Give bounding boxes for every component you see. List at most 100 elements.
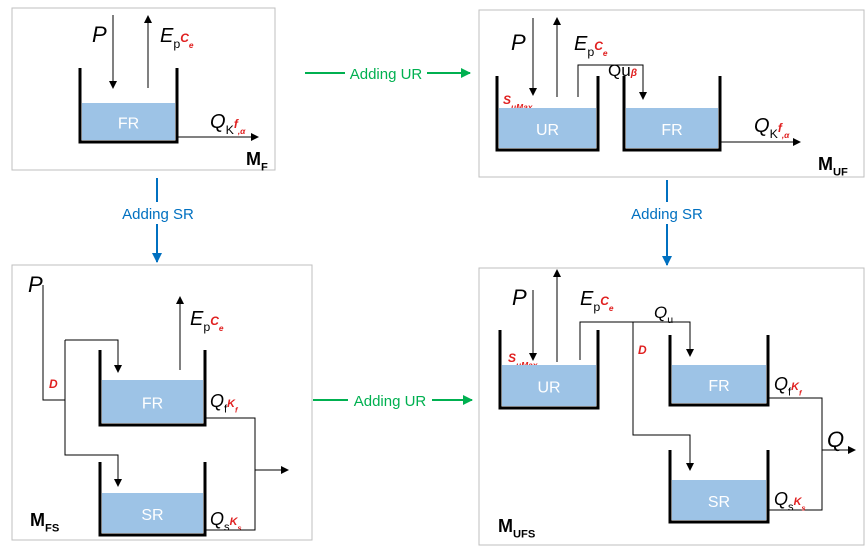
slow-flow-label-part: Q [210, 509, 224, 529]
evap-label-part: p [173, 37, 180, 51]
split-label-part: Qu [608, 61, 631, 80]
connector [579, 321, 694, 360]
model-label: MFS [30, 510, 59, 534]
connector [495, 76, 600, 152]
evap-label-part: E [160, 25, 174, 47]
transition-label: Adding UR [350, 66, 423, 83]
slow-flow-label-part: s [224, 521, 230, 533]
outflow-label-part: ,α [237, 126, 246, 136]
fast-flow-label-part: Q [774, 374, 788, 394]
panel-frame [478, 267, 865, 546]
slow-flow-label-part: K [230, 516, 239, 528]
precip-label-part: P [512, 285, 527, 310]
outflow-label-part: f [778, 121, 783, 135]
connector [622, 76, 722, 152]
label-bg [348, 389, 432, 411]
precip-label-part: P [28, 272, 43, 297]
model-label-part: M [246, 149, 261, 169]
evap-label-part: p [593, 300, 600, 314]
outflow-label-part: K [226, 123, 235, 137]
connector [577, 64, 647, 100]
evap-label-part: e [609, 303, 614, 313]
outflow-label-part: Q [210, 111, 226, 133]
store-label: UR [536, 122, 559, 139]
connector [768, 397, 823, 511]
evap-label-part: e [219, 323, 224, 333]
panel-frame [478, 9, 865, 178]
evap-label-part: E [574, 33, 588, 55]
outflow-label-part: Q [754, 115, 770, 137]
panel-frame [11, 7, 276, 171]
evap-label: EpCe [190, 308, 224, 334]
split-label-part: D [638, 343, 647, 357]
fast-flow-label-part: Q [210, 391, 224, 411]
connector [668, 450, 770, 524]
store-label: FR [708, 378, 729, 395]
connector [205, 417, 256, 470]
store-label: FR [661, 122, 682, 139]
transition-label: Adding SR [631, 206, 703, 223]
evap-label-part: E [580, 288, 594, 310]
panel-frame [11, 264, 313, 541]
model-label-part: UF [833, 166, 848, 178]
outflow-label: QKf,α [754, 115, 790, 141]
evap-label-part: p [587, 45, 594, 59]
evap-label-part: C [210, 314, 219, 328]
threshold-label: SuMax [503, 93, 533, 112]
precip-label-part: P [92, 22, 107, 47]
slow-flow-label-part: s [788, 501, 794, 513]
evap-label: EpCe [574, 33, 608, 59]
model-label-part: UFS [513, 528, 535, 540]
threshold-label-part: S [503, 93, 511, 107]
model-label: MUF [818, 154, 848, 178]
precip-label: P [92, 22, 107, 47]
slow-flow-label-part: s [801, 503, 805, 512]
split-label: D [49, 377, 58, 391]
connector [632, 322, 694, 471]
connector [42, 285, 65, 401]
slow-flow-label: QsKs [774, 489, 806, 513]
store-label: FR [118, 116, 139, 133]
fast-flow-label: QfKf [210, 391, 239, 415]
outflow-label-part: K [770, 127, 779, 141]
model-label-part: M [498, 516, 513, 536]
transition-label: Adding UR [354, 393, 427, 410]
fast-flow-label-part: f [799, 388, 803, 397]
fast-flow-label-part: K [791, 381, 800, 393]
unsat-flow-label: Qu [654, 303, 673, 326]
store-label: SR [708, 494, 730, 511]
precip-label-part: P [511, 30, 526, 55]
fast-flow-label-part: K [227, 398, 236, 410]
connector [64, 340, 122, 487]
slow-flow-label-part: K [794, 496, 803, 508]
connector [205, 466, 289, 531]
evap-label-part: e [189, 40, 194, 50]
connector [65, 339, 122, 373]
unsat-flow-label-part: Q [654, 303, 667, 322]
label-bg [345, 62, 427, 84]
fast-flow-label: QfKf [774, 374, 803, 398]
precip-label: P [512, 285, 527, 310]
outflow-label: Q [827, 427, 844, 452]
outflow-label-part: f [234, 117, 239, 131]
evap-label-part: e [603, 48, 608, 58]
slow-flow-label: QsKs [210, 509, 242, 533]
model-label-part: M [818, 154, 833, 174]
label-bg [630, 202, 704, 224]
model-label: MF [246, 149, 268, 173]
model-label: MUFS [498, 516, 535, 540]
split-label-part: D [49, 377, 58, 391]
split-label-part: β [630, 68, 637, 79]
evap-label-part: E [190, 308, 204, 330]
evap-label-part: C [594, 39, 603, 53]
evap-label: EpCe [160, 25, 194, 51]
store-label: UR [537, 380, 560, 397]
connector [98, 462, 207, 537]
store-water [82, 103, 175, 140]
model-label-part: M [30, 510, 45, 530]
connector [78, 68, 179, 144]
outflow-label-part: Q [827, 427, 844, 452]
slow-flow-label-part: Q [774, 489, 788, 509]
store-label: SR [141, 507, 163, 524]
